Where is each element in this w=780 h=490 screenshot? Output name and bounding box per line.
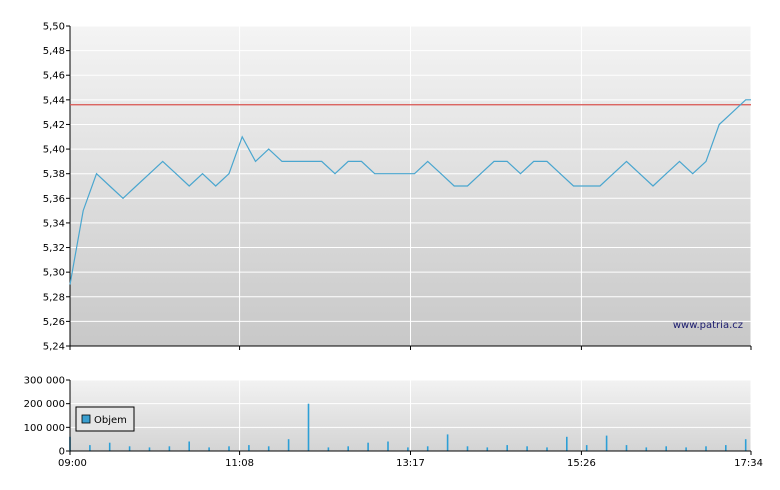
volume-bar — [287, 439, 290, 451]
volume-bar — [486, 447, 489, 451]
volume-bar — [426, 446, 429, 451]
volume-bar — [685, 447, 687, 451]
volume-x-tick-label: 17:34 — [734, 458, 763, 469]
volume-bar — [566, 436, 568, 451]
volume-bar — [585, 445, 588, 451]
volume-bar — [446, 434, 449, 451]
price-x-ticks — [69, 346, 752, 350]
volume-bar — [228, 446, 230, 451]
price-y-tick-label: 5,40 — [43, 145, 65, 156]
volume-bar — [108, 442, 111, 451]
price-y-tick-label: 5,24 — [43, 342, 65, 353]
price-y-tick-label: 5,28 — [43, 292, 65, 303]
volume-bar — [307, 403, 310, 451]
price-y-tick-label: 5,38 — [43, 169, 65, 180]
volume-x-axis: 09:00 11:08 13:17 15:26 17:34 — [58, 451, 763, 469]
volume-bar — [645, 447, 648, 451]
volume-y-tick-label: 200 000 — [24, 399, 65, 410]
volume-bar — [128, 446, 131, 451]
volume-y-axis: 0 100 000 200 000 300 000 — [24, 376, 70, 458]
volume-bar — [407, 447, 409, 451]
price-y-tick-label: 5,32 — [43, 243, 65, 254]
price-y-tick-label: 5,30 — [43, 268, 65, 279]
volume-bar — [526, 446, 528, 451]
volume-x-tick-label: 09:00 — [58, 458, 87, 469]
volume-bar — [188, 441, 190, 451]
watermark[interactable]: www.patria.cz — [673, 320, 743, 331]
price-y-tick-label: 5,34 — [43, 218, 65, 229]
volume-x-tick-label: 11:08 — [225, 458, 254, 469]
price-y-tick-label: 5,36 — [43, 194, 65, 205]
legend-swatch-icon — [81, 414, 91, 424]
price-y-tick-label: 5,46 — [43, 71, 65, 82]
volume-bar — [248, 445, 250, 451]
volume-y-tick-label: 300 000 — [24, 376, 65, 387]
price-y-tick-label: 5,42 — [43, 120, 65, 131]
volume-bar — [168, 446, 171, 451]
volume-bar — [625, 445, 628, 451]
volume-bar — [506, 445, 508, 451]
volume-bar — [347, 446, 349, 451]
legend: Objem — [75, 406, 135, 432]
volume-bar — [744, 439, 747, 451]
price-y-axis: 5,24 5,26 5,28 5,30 5,32 5,34 5,36 5,38 5,40 5,42… — [43, 22, 70, 353]
volume-bar — [665, 446, 667, 451]
price-y-tick-label: 5,48 — [43, 46, 65, 57]
volume-bar — [466, 446, 469, 451]
volume-bar — [367, 442, 369, 451]
volume-y-tick-label: 0 — [59, 447, 65, 458]
price-y-tick-label: 5,26 — [43, 317, 65, 328]
volume-bar — [267, 446, 270, 451]
volume-y-tick-label: 100 000 — [24, 423, 65, 434]
volume-x-tick-label: 13:17 — [396, 458, 425, 469]
price-y-tick-label: 5,50 — [43, 22, 65, 33]
volume-bar — [327, 447, 330, 451]
legend-box — [75, 406, 135, 432]
volume-bar — [605, 435, 608, 451]
volume-bar — [208, 447, 210, 451]
price-y-tick-label: 5,44 — [43, 95, 65, 106]
volume-bar — [89, 445, 91, 451]
volume-bar — [546, 447, 548, 451]
volume-bar — [148, 447, 151, 451]
volume-bar — [725, 445, 727, 451]
price-series-line — [69, 99, 751, 285]
volume-bar — [387, 441, 389, 451]
volume-bar — [705, 446, 707, 451]
volume-x-tick-label: 15:26 — [567, 458, 596, 469]
legend-label: Objem — [94, 415, 127, 426]
